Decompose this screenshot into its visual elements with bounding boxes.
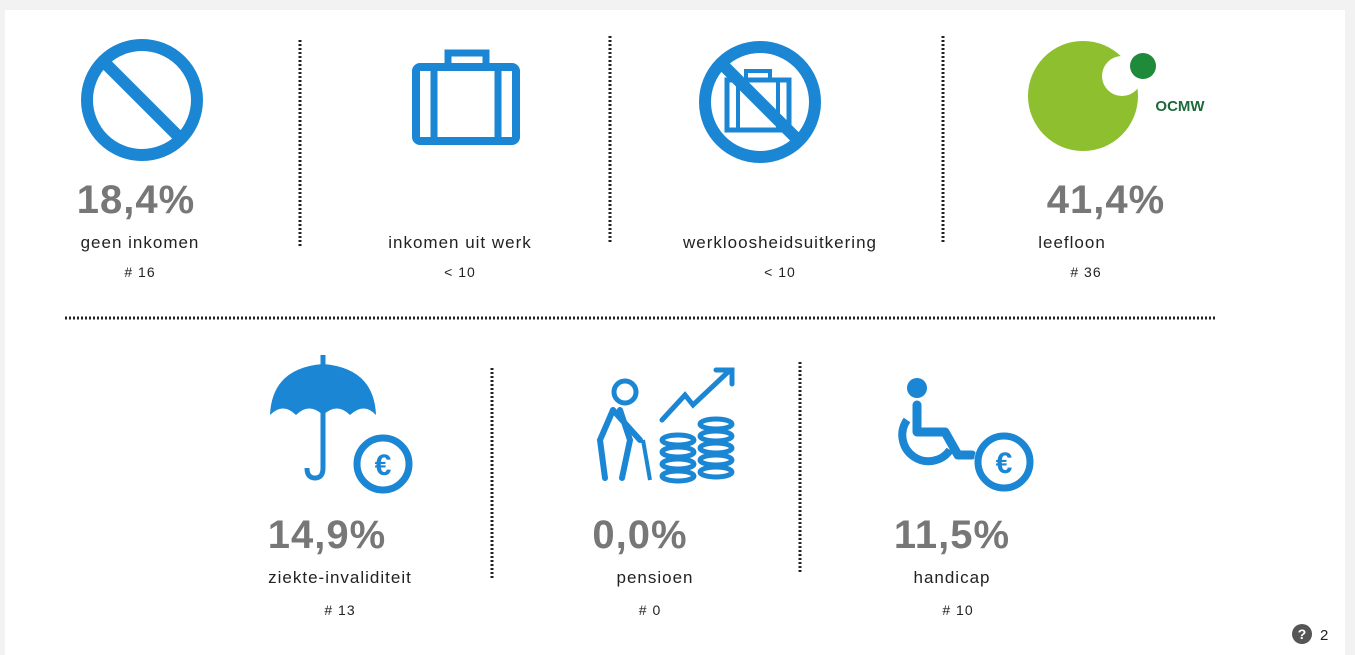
svg-text:€: € (375, 449, 392, 482)
count: # 16 (124, 264, 155, 280)
label: handicap (913, 568, 990, 587)
label: inkomen uit werk (388, 233, 532, 252)
percent: 0,0% (592, 513, 687, 557)
logo-text: OCMW (1155, 98, 1205, 115)
label: ziekte-invaliditeit (268, 568, 412, 587)
icon-prohibited (81, 39, 203, 161)
percent: 14,9% (268, 513, 386, 557)
help-icon-text[interactable]: ? (1298, 626, 1307, 642)
count: # 36 (1070, 264, 1101, 280)
count: # 10 (942, 602, 973, 618)
icon-no-briefcase (699, 41, 821, 163)
panel (5, 10, 1345, 655)
count: < 10 (444, 264, 476, 280)
label: leefloon (1038, 233, 1106, 252)
label: werkloosheidsuitkering (682, 233, 877, 252)
percent: 11,5% (894, 513, 1010, 557)
icon-briefcase (412, 49, 520, 145)
icon-wheelchair: € (898, 378, 1034, 492)
page-number: 2 (1320, 627, 1328, 644)
icon-ocmw-logo: OCMW (1028, 41, 1205, 151)
count: # 13 (324, 602, 355, 618)
count: # 0 (639, 602, 661, 618)
label: geen inkomen (81, 233, 200, 252)
icon-pension (596, 367, 735, 484)
help-icon[interactable] (1292, 624, 1312, 644)
icon-umbrella: € (270, 355, 413, 494)
count: < 10 (764, 264, 796, 280)
percent: 18,4% (77, 178, 195, 222)
dividers (65, 36, 1215, 578)
percent: 41,4% (1047, 178, 1165, 222)
svg-text:€: € (996, 447, 1013, 480)
label: pensioen (616, 568, 693, 587)
